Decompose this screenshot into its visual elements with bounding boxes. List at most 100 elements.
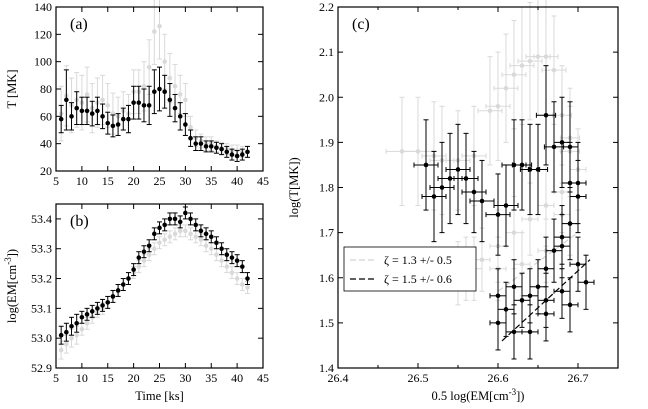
data-point — [214, 145, 219, 151]
data-point — [245, 285, 250, 290]
y-tick-label: 60 — [40, 109, 52, 123]
data-point — [503, 307, 509, 312]
y-tick-label: 1.8 — [319, 181, 334, 195]
data-point — [543, 203, 549, 208]
data-point — [519, 298, 525, 303]
x-tick-label: 26.5 — [408, 371, 429, 385]
data-point — [84, 312, 90, 317]
data-point — [503, 85, 509, 91]
data-point — [188, 231, 193, 237]
data-point — [172, 83, 178, 89]
data-point — [463, 176, 469, 181]
data-point — [89, 309, 95, 314]
data-point — [58, 116, 64, 122]
data-point — [69, 323, 74, 329]
data-point — [208, 246, 214, 252]
data-point — [193, 141, 199, 146]
data-point — [136, 264, 142, 269]
data-point — [240, 282, 245, 287]
data-point — [64, 97, 69, 103]
data-point — [551, 144, 557, 150]
data-point — [567, 221, 573, 226]
y-axis-label: log(EM[cm-3]) — [3, 249, 19, 323]
data-point — [551, 248, 557, 253]
data-point — [64, 329, 69, 335]
data-point — [479, 198, 485, 204]
data-point — [527, 216, 533, 222]
data-point — [229, 255, 235, 260]
y-tick-label: 40 — [40, 137, 52, 151]
data-point — [177, 228, 183, 234]
data-point — [58, 332, 64, 338]
data-point — [74, 332, 79, 338]
x-tick-label: 20 — [128, 174, 140, 188]
data-point — [167, 216, 173, 222]
data-point — [152, 29, 157, 34]
data-point — [203, 243, 209, 249]
data-point — [519, 162, 525, 168]
y-tick-label: 53.2 — [31, 272, 52, 286]
y-tick-label: 1.4 — [319, 361, 334, 375]
data-point — [439, 185, 445, 190]
data-point — [188, 135, 193, 141]
data-point — [177, 114, 183, 119]
data-point — [79, 108, 85, 114]
plot-frame — [337, 6, 619, 369]
data-point — [69, 114, 74, 119]
data-point — [172, 216, 178, 222]
panel-a: 5 10 15 20 25 30 35 40 45 20 40 60 80 100 120 140 (a) T [… — [5, 0, 269, 188]
data-point — [431, 194, 437, 199]
data-point — [240, 152, 245, 157]
data-point — [79, 315, 85, 320]
data-point — [167, 97, 173, 103]
data-point — [131, 267, 136, 272]
x-tick-label: 10 — [76, 174, 88, 188]
data-point — [543, 54, 549, 59]
data-point — [84, 92, 90, 97]
legend-label: ζ = 1.5 +/- 0.6 — [384, 272, 452, 286]
data-point — [193, 234, 199, 240]
data-point — [136, 100, 142, 105]
data-point — [471, 189, 477, 195]
data-point — [583, 279, 589, 285]
y-tick-label: 2.0 — [319, 90, 334, 104]
data-point — [234, 258, 240, 263]
data-point — [152, 89, 157, 95]
legend-label: ζ = 1.3 +/- 0.5 — [384, 253, 452, 267]
x-tick-label: 15 — [102, 371, 114, 385]
data-point — [84, 320, 90, 326]
y-tick-label: 52.9 — [31, 361, 52, 375]
data-point — [141, 258, 147, 263]
data-point — [136, 255, 142, 260]
data-point — [219, 258, 224, 263]
data-point — [105, 300, 111, 305]
data-point — [208, 234, 214, 240]
data-point — [95, 306, 100, 311]
data-point — [559, 288, 565, 294]
series-black — [58, 66, 250, 162]
x-tick-label: 30 — [179, 174, 191, 188]
x-tick-label: 45 — [257, 371, 269, 385]
x-axis-label: Time [ks] — [135, 389, 184, 403]
data-point — [69, 335, 74, 341]
data-point — [126, 116, 131, 122]
y-tick-label: 1.9 — [319, 135, 334, 149]
panel-b: 5 10 15 20 25 30 35 40 45 52.9 53.0 53.1 53.2 53.3 53.… — [3, 203, 269, 403]
data-point — [455, 167, 461, 172]
y-tick-label: 80 — [40, 82, 52, 96]
data-point — [511, 230, 517, 235]
data-point — [543, 298, 549, 303]
panel-label: (c) — [352, 16, 370, 33]
data-point — [527, 329, 533, 335]
data-point — [535, 284, 541, 290]
y-tick-label: 53.3 — [31, 242, 52, 256]
data-point — [535, 167, 541, 172]
data-point — [162, 237, 167, 243]
data-point — [157, 240, 162, 246]
y-tick-label: 1.6 — [319, 271, 334, 285]
data-point — [146, 243, 152, 249]
y-tick-label: 100 — [34, 55, 52, 69]
data-point — [495, 212, 501, 217]
x-tick-label: 40 — [231, 371, 243, 385]
